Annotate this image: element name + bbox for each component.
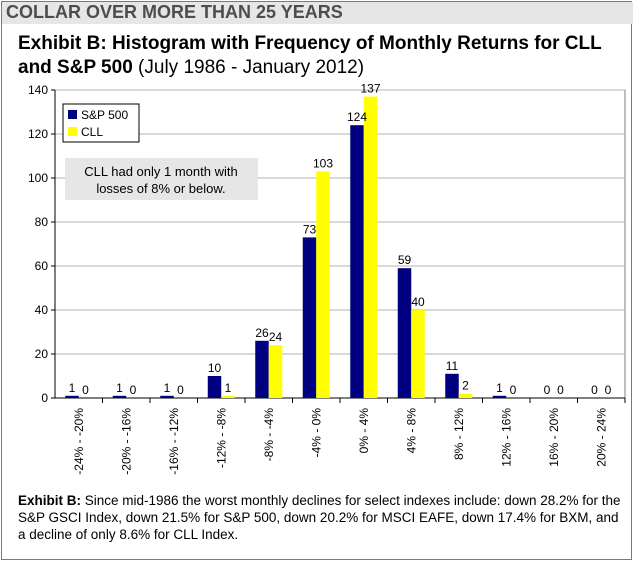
data-label-sp500: 26 <box>255 326 269 340</box>
legend-swatch-cll <box>68 127 77 136</box>
exhibit-caption: Exhibit B: Since mid-1986 the worst mont… <box>18 492 623 543</box>
data-label-cll: 0 <box>130 383 137 397</box>
bar-cll <box>458 393 473 398</box>
y-tick-label: 120 <box>28 127 48 141</box>
data-label-cll: 0 <box>557 383 564 397</box>
x-category-label: 0% - 4% <box>357 408 371 454</box>
data-label-cll: 40 <box>411 295 425 309</box>
bar-cll <box>316 171 330 398</box>
data-label-sp500: 1 <box>164 381 171 395</box>
bar-sp500 <box>397 268 412 398</box>
exhibit-title: Exhibit B: Histogram with Frequency of M… <box>18 32 623 80</box>
banner-bar <box>2 2 633 24</box>
legend-swatch-sp500 <box>68 110 77 119</box>
exhibit-title-bold: Exhibit B: Histogram with Frequency of M… <box>18 33 602 78</box>
bar-sp500 <box>492 395 507 398</box>
y-tick-label: 100 <box>28 171 48 185</box>
x-category-label: -8% - -4% <box>262 408 276 462</box>
bar-cll <box>221 395 235 398</box>
x-category-label: 4% - 8% <box>404 408 418 454</box>
x-category-label: -4% - 0% <box>309 408 323 458</box>
data-label-cll: 137 <box>360 82 380 96</box>
bar-cll <box>411 310 425 398</box>
caption-text: Since mid-1986 the worst monthly decline… <box>18 493 621 542</box>
y-tick-label: 80 <box>35 215 49 229</box>
data-label-sp500: 11 <box>446 359 459 373</box>
data-label-sp500: 1 <box>496 381 503 395</box>
data-label-sp500: 59 <box>398 253 412 267</box>
data-label-cll: 103 <box>313 156 333 170</box>
x-category-label: 20% - 24% <box>594 408 608 467</box>
data-label-sp500: 124 <box>347 110 367 124</box>
x-category-label: 8% - 12% <box>452 408 466 460</box>
x-category-label: -16% - -12% <box>167 408 181 475</box>
caption-bold: Exhibit B: <box>18 493 81 508</box>
legend-label-cll: CLL <box>81 125 103 139</box>
exhibit-title-date-range: (July 1986 - January 2012) <box>132 57 365 78</box>
data-label-cll: 0 <box>82 383 89 397</box>
bar-sp500 <box>112 395 127 398</box>
data-label-sp500: 0 <box>544 383 551 397</box>
x-category-label: 12% - 16% <box>499 408 513 467</box>
data-label-sp500: 73 <box>303 222 317 236</box>
y-tick-label: 40 <box>35 303 49 317</box>
x-category-label: -24% - -20% <box>72 408 86 475</box>
bar-sp500 <box>445 373 459 398</box>
data-label-cll: 24 <box>269 330 283 344</box>
bar-sp500 <box>207 376 222 398</box>
data-label-sp500: 0 <box>591 383 598 397</box>
y-tick-label: 20 <box>35 347 49 361</box>
annotation-box <box>65 158 258 200</box>
bar-sp500 <box>302 237 317 398</box>
y-tick-label: 140 <box>28 83 48 97</box>
bar-cll <box>268 345 283 398</box>
bar-sp500 <box>350 125 364 398</box>
data-label-cll: 2 <box>462 379 469 393</box>
data-label-cll: 0 <box>177 383 184 397</box>
x-category-label: 16% - 20% <box>547 408 561 467</box>
bar-sp500 <box>255 340 269 398</box>
y-tick-label: 0 <box>41 391 48 405</box>
data-label-sp500: 10 <box>208 361 222 375</box>
bar-sp500 <box>160 395 174 398</box>
legend-label-sp500: S&P 500 <box>81 108 128 122</box>
data-label-cll: 0 <box>510 383 517 397</box>
annotation-text: CLL had only 1 month with <box>84 164 237 179</box>
y-tick-label: 60 <box>35 259 49 273</box>
bar-cll <box>363 96 378 398</box>
data-label-sp500: 1 <box>116 381 123 395</box>
bar-sp500 <box>65 395 79 398</box>
data-label-sp500: 1 <box>69 381 76 395</box>
banner-title: COLLAR OVER MORE THAN 25 YEARS <box>6 2 343 22</box>
x-category-label: -20% - -16% <box>119 408 133 475</box>
plot-area <box>54 89 626 399</box>
x-category-label: -12% - -8% <box>214 408 228 468</box>
annotation-text: losses of 8% or below. <box>96 181 225 196</box>
data-label-cll: 0 <box>605 383 612 397</box>
data-label-cll: 1 <box>225 381 232 395</box>
